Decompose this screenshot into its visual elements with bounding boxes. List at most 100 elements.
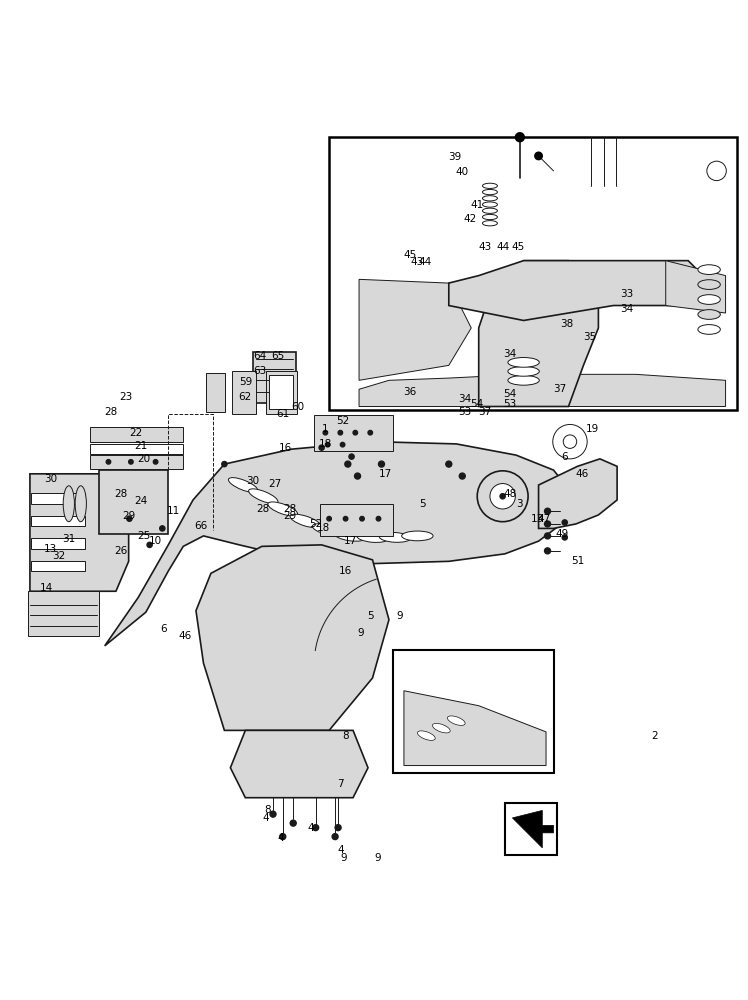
Text: 9: 9 — [341, 853, 347, 863]
Text: 39: 39 — [448, 152, 462, 162]
Circle shape — [106, 460, 111, 464]
Circle shape — [270, 811, 276, 817]
Circle shape — [545, 521, 551, 527]
Text: 4: 4 — [263, 813, 269, 823]
Text: 37: 37 — [478, 407, 491, 417]
Circle shape — [221, 461, 227, 467]
Ellipse shape — [508, 375, 539, 385]
Text: 31: 31 — [62, 534, 76, 544]
Text: 14: 14 — [40, 583, 53, 593]
Text: 21: 21 — [134, 441, 147, 451]
FancyBboxPatch shape — [314, 415, 393, 451]
Circle shape — [353, 430, 358, 435]
Text: 36: 36 — [403, 387, 417, 397]
Circle shape — [159, 526, 165, 531]
Polygon shape — [666, 261, 726, 313]
Circle shape — [126, 516, 132, 521]
Text: 28: 28 — [114, 489, 128, 499]
Text: 46: 46 — [575, 469, 589, 479]
Text: 23: 23 — [119, 392, 132, 402]
Circle shape — [340, 442, 345, 447]
FancyBboxPatch shape — [269, 375, 293, 409]
Text: 45: 45 — [511, 242, 524, 252]
Circle shape — [290, 820, 296, 826]
Ellipse shape — [357, 532, 388, 542]
Polygon shape — [449, 261, 718, 320]
Ellipse shape — [268, 502, 298, 516]
Text: 27: 27 — [269, 479, 282, 489]
Circle shape — [515, 133, 524, 142]
FancyBboxPatch shape — [505, 803, 557, 855]
Ellipse shape — [64, 486, 75, 522]
Polygon shape — [105, 442, 568, 646]
Text: 33: 33 — [620, 289, 634, 299]
Text: 38: 38 — [560, 319, 574, 329]
Text: 19: 19 — [586, 424, 599, 434]
Circle shape — [332, 834, 338, 840]
Text: 53: 53 — [459, 407, 472, 417]
Circle shape — [378, 461, 384, 467]
Text: 34: 34 — [459, 394, 472, 404]
Text: 29: 29 — [283, 511, 297, 521]
Text: 9: 9 — [397, 611, 403, 621]
Circle shape — [535, 152, 542, 160]
Text: 43: 43 — [478, 242, 491, 252]
Text: 26: 26 — [114, 546, 128, 556]
Text: 6: 6 — [160, 624, 166, 634]
Text: 28: 28 — [104, 407, 117, 417]
Ellipse shape — [76, 486, 87, 522]
FancyBboxPatch shape — [90, 444, 183, 454]
Text: 30: 30 — [246, 476, 260, 486]
FancyBboxPatch shape — [90, 427, 183, 442]
Text: 48: 48 — [503, 489, 517, 499]
Circle shape — [563, 435, 577, 448]
Text: 24: 24 — [134, 496, 147, 506]
Circle shape — [319, 445, 325, 450]
Text: 63: 63 — [254, 366, 267, 376]
Polygon shape — [404, 691, 546, 766]
Text: 40: 40 — [456, 167, 469, 177]
FancyBboxPatch shape — [31, 493, 85, 504]
FancyBboxPatch shape — [266, 371, 297, 414]
Ellipse shape — [417, 731, 435, 740]
Text: 17: 17 — [343, 536, 357, 546]
Text: 54: 54 — [470, 399, 484, 409]
Circle shape — [338, 430, 343, 435]
Ellipse shape — [698, 295, 720, 304]
Text: 59: 59 — [239, 377, 252, 387]
Circle shape — [459, 473, 465, 479]
Text: 18: 18 — [319, 439, 332, 449]
Text: 52: 52 — [336, 416, 349, 426]
Text: 29: 29 — [122, 511, 135, 521]
Circle shape — [313, 825, 319, 831]
Text: 5: 5 — [367, 611, 373, 621]
Text: 25: 25 — [137, 531, 150, 541]
Text: 45: 45 — [403, 250, 417, 260]
Text: 53: 53 — [503, 399, 517, 409]
Text: 1: 1 — [322, 424, 328, 434]
Text: 16: 16 — [339, 566, 352, 576]
Polygon shape — [30, 474, 129, 591]
Text: 32: 32 — [52, 551, 65, 561]
Ellipse shape — [698, 265, 720, 274]
Polygon shape — [359, 279, 471, 380]
Circle shape — [446, 461, 452, 467]
Circle shape — [280, 834, 286, 840]
Ellipse shape — [508, 358, 539, 367]
Circle shape — [355, 473, 361, 479]
Circle shape — [376, 516, 381, 521]
Text: 44: 44 — [496, 242, 509, 252]
FancyBboxPatch shape — [329, 137, 737, 410]
Ellipse shape — [248, 489, 278, 504]
Text: 37: 37 — [553, 384, 566, 394]
Circle shape — [343, 516, 348, 521]
Text: 34: 34 — [620, 304, 634, 314]
Circle shape — [147, 542, 153, 547]
Text: 44: 44 — [418, 257, 432, 267]
Text: 30: 30 — [44, 474, 58, 484]
Ellipse shape — [313, 524, 343, 536]
Circle shape — [477, 471, 528, 522]
Circle shape — [153, 460, 158, 464]
Text: 17: 17 — [378, 469, 392, 479]
Text: 43: 43 — [411, 257, 424, 267]
